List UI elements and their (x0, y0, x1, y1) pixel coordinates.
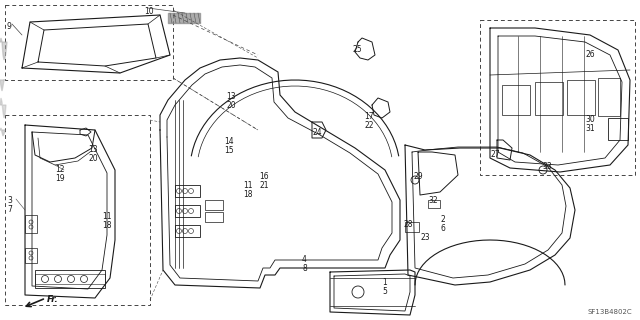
Bar (535, 82, 563, 115)
Text: 31: 31 (585, 124, 595, 133)
Text: 28: 28 (403, 220, 413, 229)
Bar (25, 215, 37, 233)
Text: 17: 17 (364, 112, 374, 121)
Bar (5, 115, 150, 305)
Text: SF13B4802C: SF13B4802C (588, 309, 632, 315)
Text: 18: 18 (243, 190, 253, 199)
Bar (480, 20, 635, 175)
Text: 13: 13 (226, 92, 236, 101)
Text: 11: 11 (243, 181, 253, 190)
Bar (35, 270, 105, 288)
Bar (5, 5, 173, 80)
Text: 25: 25 (352, 45, 362, 54)
Bar (502, 85, 530, 115)
Text: 8: 8 (302, 264, 307, 273)
Text: 4: 4 (302, 255, 307, 264)
Polygon shape (0, 38, 7, 60)
Text: 24: 24 (312, 128, 322, 137)
Text: 5: 5 (382, 287, 387, 296)
Bar (608, 118, 628, 140)
Text: 21: 21 (259, 181, 269, 190)
Text: 20: 20 (226, 101, 236, 110)
Text: 19: 19 (55, 174, 65, 183)
Text: 6: 6 (440, 224, 445, 233)
Text: 16: 16 (259, 172, 269, 181)
Text: 18: 18 (102, 221, 111, 230)
Polygon shape (0, 98, 6, 118)
Text: 10: 10 (144, 7, 154, 16)
Polygon shape (0, 80, 5, 91)
Bar (598, 78, 620, 116)
Bar (205, 212, 223, 222)
Bar (428, 200, 440, 208)
Text: 15: 15 (224, 146, 234, 155)
Text: 7: 7 (7, 205, 12, 214)
Text: 22: 22 (364, 121, 374, 130)
Text: 32: 32 (428, 196, 438, 205)
Polygon shape (0, 128, 5, 136)
Bar (175, 225, 200, 237)
Bar (205, 200, 223, 210)
Text: 2: 2 (440, 215, 445, 224)
Bar (25, 248, 37, 263)
Text: 11: 11 (102, 212, 111, 221)
Text: 12: 12 (55, 165, 65, 174)
Bar (175, 185, 200, 197)
Bar (405, 222, 419, 232)
Text: 13: 13 (88, 145, 98, 154)
Text: 23: 23 (420, 233, 429, 242)
Text: 1: 1 (382, 278, 387, 287)
Text: 9: 9 (6, 22, 11, 31)
Bar (35, 274, 105, 284)
Bar (175, 205, 200, 217)
Text: 27: 27 (490, 150, 500, 159)
Text: 3: 3 (7, 196, 12, 205)
Text: 29: 29 (413, 172, 422, 181)
Text: 26: 26 (585, 50, 595, 59)
Text: Fr.: Fr. (47, 295, 59, 305)
Text: 14: 14 (224, 137, 234, 146)
Text: 30: 30 (585, 115, 595, 124)
Bar (567, 80, 595, 115)
Text: 20: 20 (88, 154, 98, 163)
Text: 33: 33 (542, 162, 552, 171)
